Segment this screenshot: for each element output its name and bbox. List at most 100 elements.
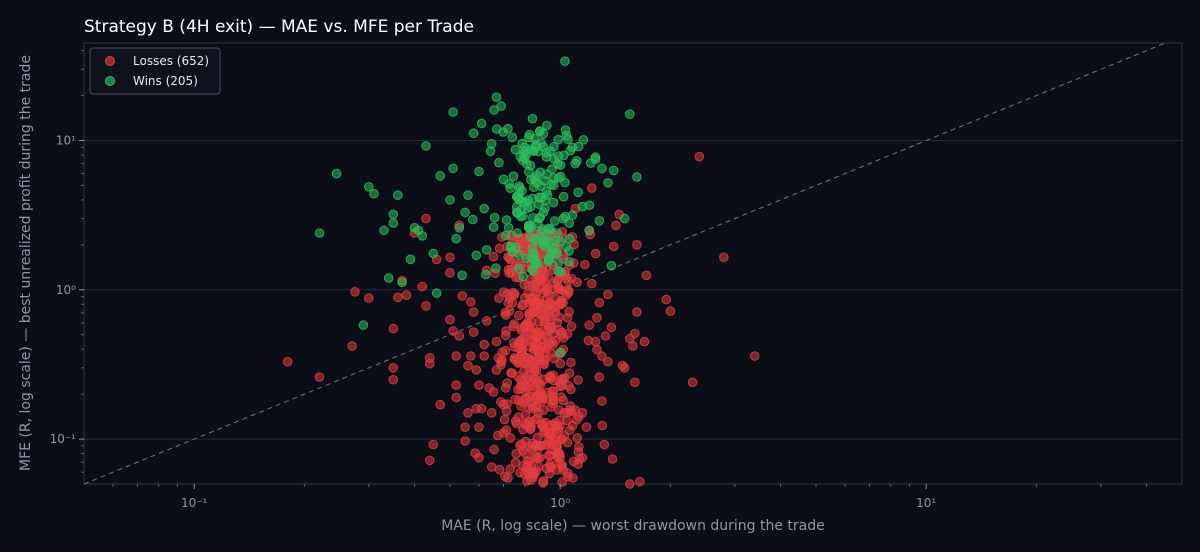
- data-point-win: [527, 193, 538, 204]
- data-point-loss: [566, 321, 577, 332]
- data-point-loss: [525, 423, 536, 434]
- data-point-loss: [500, 471, 510, 482]
- data-point-loss: [562, 415, 572, 426]
- data-point-loss: [448, 326, 458, 336]
- data-point-loss: [486, 462, 497, 472]
- y-tick-label: 10⁰: [56, 283, 76, 297]
- data-point-win: [540, 195, 550, 206]
- data-point-win: [494, 157, 504, 168]
- data-point-loss: [424, 455, 435, 466]
- chart-title: Strategy B (4H exit) — MAE vs. MFE per T…: [84, 17, 474, 37]
- data-point-loss: [516, 439, 527, 450]
- data-point-win: [435, 171, 446, 181]
- data-point-loss: [544, 451, 555, 461]
- data-point-loss: [719, 252, 729, 263]
- data-point-loss: [471, 365, 482, 375]
- data-point-loss: [388, 374, 399, 385]
- data-point-loss: [580, 259, 590, 270]
- data-point-loss: [514, 310, 524, 321]
- data-point-loss: [424, 358, 435, 369]
- data-point-loss: [500, 330, 511, 341]
- data-point-loss: [566, 384, 576, 395]
- data-point-loss: [597, 351, 607, 361]
- data-point-loss: [583, 335, 594, 346]
- data-point-loss: [592, 312, 602, 323]
- data-point-loss: [524, 322, 535, 332]
- data-point-loss: [393, 292, 403, 303]
- data-point-win: [564, 233, 575, 244]
- data-point-win: [540, 242, 551, 252]
- data-point-loss: [457, 291, 468, 301]
- data-point-win: [606, 260, 617, 271]
- data-point-win: [547, 164, 557, 174]
- data-point-loss: [543, 325, 554, 336]
- data-point-win: [457, 270, 468, 281]
- data-point-win: [481, 245, 492, 255]
- data-point-win: [578, 135, 589, 145]
- data-point-win: [573, 187, 584, 198]
- data-point-win: [504, 179, 515, 189]
- data-point-loss: [504, 293, 515, 303]
- data-point-win: [331, 168, 342, 179]
- data-point-loss: [454, 331, 465, 341]
- data-point-loss: [496, 397, 506, 407]
- data-point-loss: [451, 351, 462, 361]
- data-point-loss: [533, 326, 544, 337]
- data-point-loss: [532, 432, 543, 443]
- data-point-win: [560, 125, 571, 135]
- data-point-win: [468, 214, 478, 225]
- data-point-win: [491, 263, 501, 273]
- data-point-loss: [474, 422, 484, 433]
- data-point-loss: [388, 363, 399, 373]
- data-point-loss: [603, 356, 613, 367]
- data-point-win: [594, 216, 605, 226]
- data-point-win: [529, 249, 539, 260]
- data-point-win: [379, 225, 389, 236]
- data-point-loss: [509, 342, 520, 352]
- data-point-loss: [568, 456, 579, 467]
- data-point-win: [597, 163, 607, 174]
- data-point-loss: [562, 468, 573, 478]
- data-point-win: [507, 247, 518, 257]
- data-point-loss: [597, 420, 608, 431]
- data-point-win: [584, 225, 595, 236]
- data-point-loss: [584, 320, 595, 330]
- data-point-loss: [555, 358, 566, 369]
- data-point-win: [534, 213, 544, 224]
- data-point-win: [474, 166, 484, 177]
- data-point-loss: [493, 430, 503, 441]
- data-point-win: [492, 124, 502, 134]
- data-point-loss: [524, 353, 534, 364]
- axis-ticks: 10⁻¹ 10⁰ 10¹ 10⁻¹ 10⁰ 10¹: [50, 50, 1148, 510]
- data-point-win: [388, 209, 399, 220]
- reference-diagonal-line: [83, 42, 1166, 485]
- data-point-loss: [451, 392, 462, 403]
- data-point-win: [542, 120, 552, 131]
- series-wins: [314, 56, 642, 358]
- data-point-win: [555, 160, 566, 170]
- data-point-loss: [500, 307, 511, 318]
- data-point-win: [514, 181, 524, 191]
- data-point-win: [572, 156, 582, 166]
- data-point-win: [421, 141, 431, 151]
- data-point-loss: [347, 341, 357, 351]
- data-point-loss: [497, 347, 508, 358]
- data-point-win: [479, 203, 490, 214]
- data-point-win: [491, 92, 502, 102]
- data-point-loss: [460, 436, 470, 446]
- data-point-loss: [466, 351, 476, 361]
- data-point-win: [501, 215, 512, 225]
- data-point-loss: [572, 277, 582, 288]
- data-point-loss: [479, 351, 490, 361]
- data-point-win: [500, 230, 511, 241]
- data-point-loss: [428, 439, 439, 450]
- data-point-loss: [388, 323, 399, 334]
- data-point-loss: [526, 461, 536, 471]
- data-point-loss: [494, 464, 505, 475]
- data-point-loss: [421, 213, 431, 224]
- data-point-loss: [749, 351, 760, 361]
- data-point-loss: [556, 295, 567, 306]
- x-axis-label: MAE (R, log scale) — worst drawdown duri…: [441, 518, 825, 534]
- data-point-loss: [479, 339, 490, 350]
- data-point-loss: [526, 337, 537, 347]
